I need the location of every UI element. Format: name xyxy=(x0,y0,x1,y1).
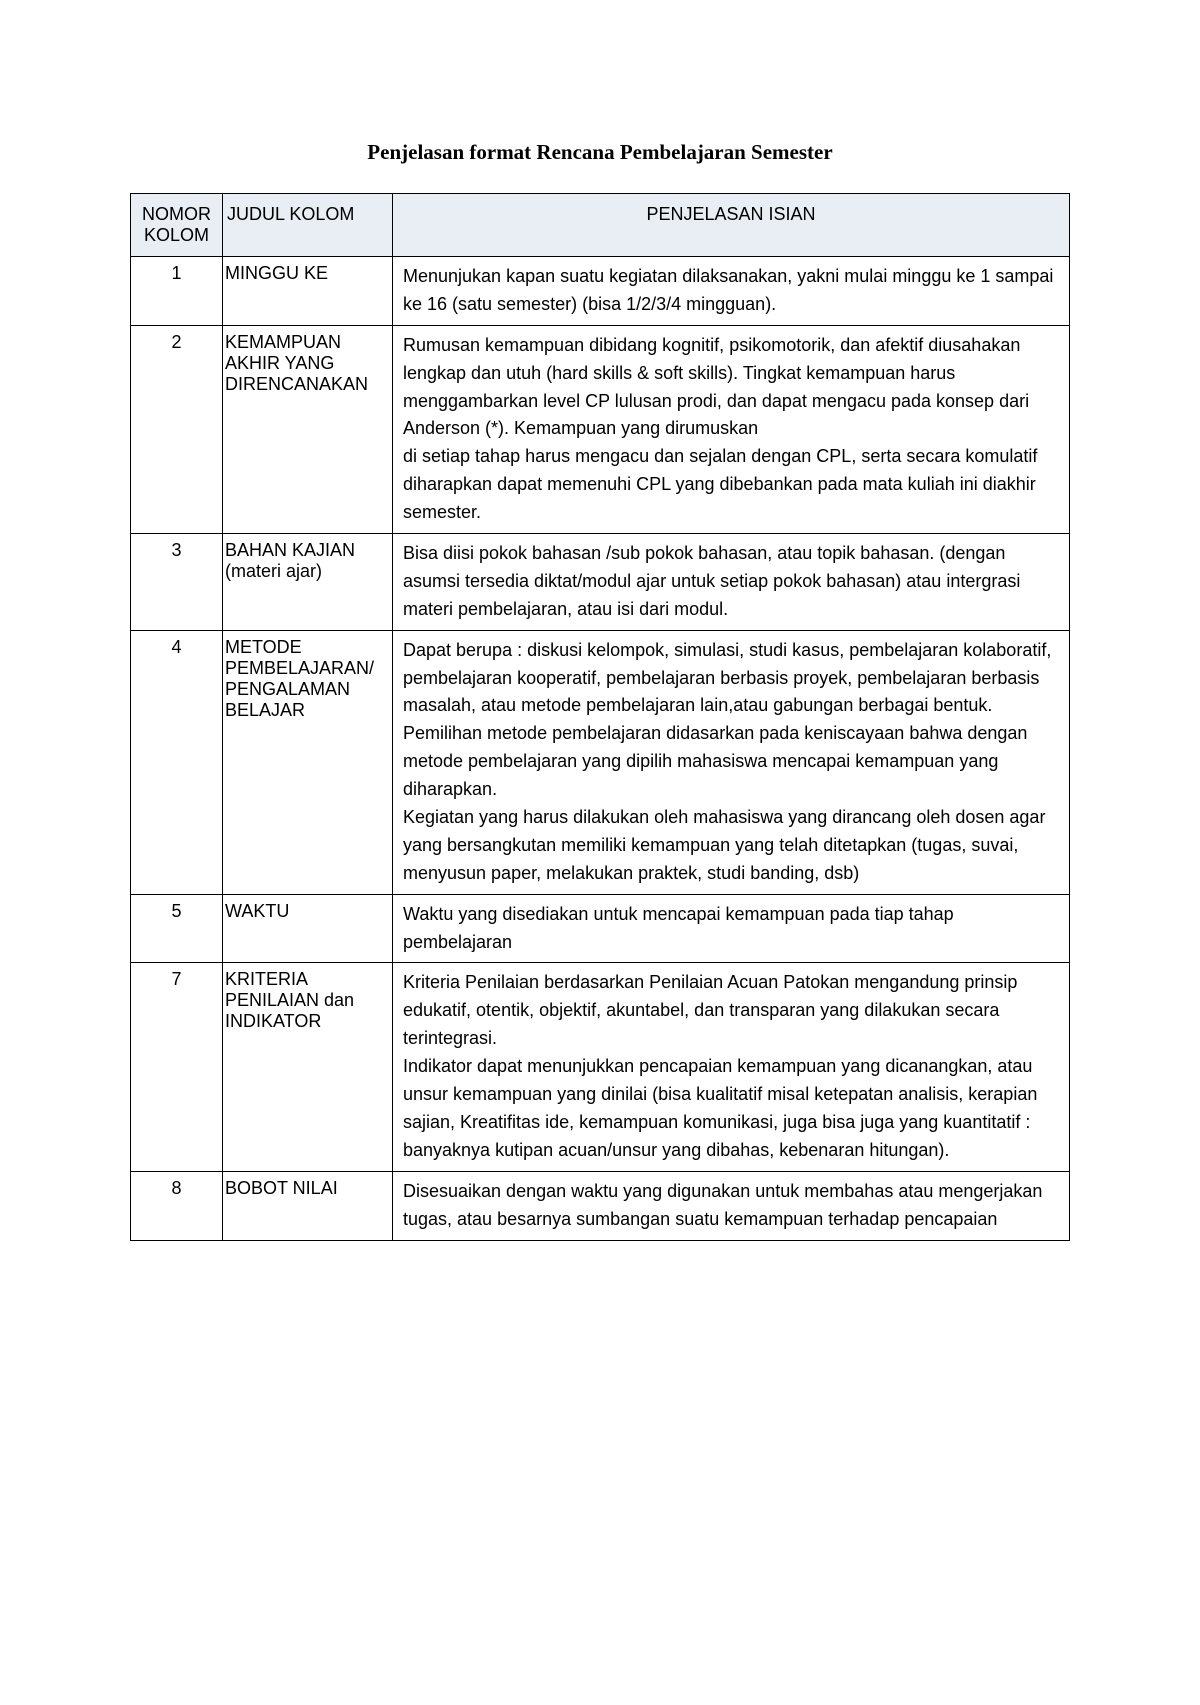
cell-penjelasan: Menunjukan kapan suatu kegiatan dilaksan… xyxy=(393,257,1070,326)
cell-penjelasan: Disesuaikan dengan waktu yang digunakan … xyxy=(393,1171,1070,1240)
cell-judul: MINGGU KE xyxy=(223,257,393,326)
table-row: 3BAHAN KAJIAN (materi ajar)Bisa diisi po… xyxy=(131,534,1070,631)
cell-penjelasan: Rumusan kemampuan dibidang kognitif, psi… xyxy=(393,325,1070,533)
cell-penjelasan: Bisa diisi pokok bahasan /sub pokok baha… xyxy=(393,534,1070,631)
table-row: 1MINGGU KEMenunjukan kapan suatu kegiata… xyxy=(131,257,1070,326)
cell-judul: BAHAN KAJIAN (materi ajar) xyxy=(223,534,393,631)
table-row: 5WAKTUWaktu yang disediakan untuk mencap… xyxy=(131,894,1070,963)
cell-judul: KRITERIA PENILAIAN dan INDIKATOR xyxy=(223,963,393,1171)
cell-penjelasan: Waktu yang disediakan untuk mencapai kem… xyxy=(393,894,1070,963)
cell-judul: WAKTU xyxy=(223,894,393,963)
table-header-row: NOMOR KOLOM JUDUL KOLOM PENJELASAN ISIAN xyxy=(131,194,1070,257)
table-body: 1MINGGU KEMenunjukan kapan suatu kegiata… xyxy=(131,257,1070,1241)
table-row: 2KEMAMPUAN AKHIR YANG DIRENCANAKANRumusa… xyxy=(131,325,1070,533)
explanation-table: NOMOR KOLOM JUDUL KOLOM PENJELASAN ISIAN… xyxy=(130,193,1070,1241)
cell-nomor: 8 xyxy=(131,1171,223,1240)
cell-nomor: 5 xyxy=(131,894,223,963)
header-penjelasan: PENJELASAN ISIAN xyxy=(393,194,1070,257)
cell-nomor: 1 xyxy=(131,257,223,326)
table-row: 4METODE PEMBELAJARAN/ PENGALAMAN BELAJAR… xyxy=(131,630,1070,894)
cell-nomor: 2 xyxy=(131,325,223,533)
cell-nomor: 3 xyxy=(131,534,223,631)
header-judul: JUDUL KOLOM xyxy=(223,194,393,257)
cell-judul: METODE PEMBELAJARAN/ PENGALAMAN BELAJAR xyxy=(223,630,393,894)
table-row: 8BOBOT NILAIDisesuaikan dengan waktu yan… xyxy=(131,1171,1070,1240)
cell-nomor: 4 xyxy=(131,630,223,894)
cell-judul: KEMAMPUAN AKHIR YANG DIRENCANAKAN xyxy=(223,325,393,533)
table-row: 7KRITERIA PENILAIAN dan INDIKATORKriteri… xyxy=(131,963,1070,1171)
page-title: Penjelasan format Rencana Pembelajaran S… xyxy=(130,140,1070,165)
cell-penjelasan: Kriteria Penilaian berdasarkan Penilaian… xyxy=(393,963,1070,1171)
cell-penjelasan: Dapat berupa : diskusi kelompok, simulas… xyxy=(393,630,1070,894)
header-nomor: NOMOR KOLOM xyxy=(131,194,223,257)
cell-nomor: 7 xyxy=(131,963,223,1171)
cell-judul: BOBOT NILAI xyxy=(223,1171,393,1240)
